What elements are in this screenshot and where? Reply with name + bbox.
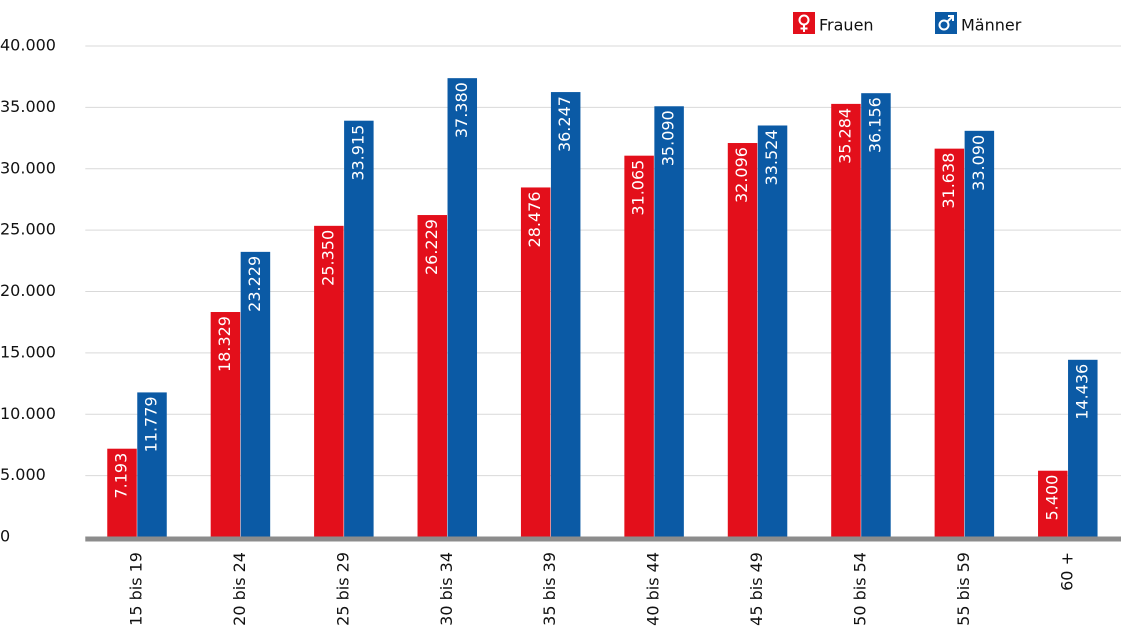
legend-icon	[938, 19, 950, 31]
bar	[137, 392, 167, 537]
value-label: 14.436	[1072, 364, 1091, 420]
value-label: 23.229	[245, 256, 264, 312]
y-tick-label: 20.000	[0, 281, 56, 300]
value-label: 35.284	[835, 108, 854, 164]
bar	[727, 143, 758, 537]
bar	[417, 215, 448, 537]
bar	[1068, 359, 1098, 537]
bar	[1038, 470, 1068, 537]
value-label: 33.915	[348, 125, 367, 181]
value-label: 18.329	[215, 316, 234, 372]
x-tick-label: 40 bis 44	[644, 552, 663, 626]
bar	[447, 78, 478, 538]
legend-swatch	[793, 12, 815, 34]
y-tick-label: 10.000	[0, 404, 56, 423]
bar	[550, 92, 581, 537]
bar	[757, 125, 788, 538]
bar	[654, 106, 684, 537]
value-label: 32.096	[732, 147, 751, 203]
bar	[964, 130, 995, 537]
value-label: 11.779	[142, 396, 161, 452]
legend-icon	[948, 15, 954, 21]
value-label: 31.065	[629, 160, 648, 216]
y-tick-label: 30.000	[0, 158, 56, 177]
value-label: 28.476	[525, 191, 544, 247]
bar	[934, 148, 965, 537]
x-tick-label: 35 bis 39	[540, 552, 559, 626]
value-label: 35.090	[659, 110, 678, 166]
bar	[107, 448, 137, 537]
x-tick-label: 25 bis 29	[333, 552, 352, 626]
x-tick-label: 30 bis 34	[437, 552, 456, 626]
value-label: 33.524	[762, 129, 781, 185]
bar	[624, 155, 654, 537]
bar	[314, 225, 344, 538]
value-label: 25.350	[318, 230, 337, 286]
bar	[240, 251, 271, 538]
y-tick-label: 35.000	[0, 97, 56, 116]
bar	[520, 187, 551, 538]
value-label: 33.090	[969, 135, 988, 191]
bar	[861, 93, 891, 538]
bar	[210, 312, 241, 537]
y-tick-label: 40.000	[0, 36, 56, 55]
value-label: 26.229	[422, 219, 441, 275]
value-label: 36.156	[865, 97, 884, 153]
bar	[344, 120, 374, 538]
x-tick-label: 20 bis 24	[230, 552, 249, 626]
x-tick-label: 15 bis 19	[127, 552, 146, 626]
y-tick-label: 0	[0, 527, 10, 546]
x-tick-label: 55 bis 59	[954, 552, 973, 626]
x-tick-label: 60 +	[1057, 552, 1076, 591]
y-tick-label: 5.000	[0, 465, 46, 484]
value-label: 5.400	[1042, 475, 1061, 521]
bar	[831, 103, 861, 537]
y-tick-label: 25.000	[0, 220, 56, 239]
value-label: 36.247	[555, 96, 574, 152]
value-label: 31.638	[939, 153, 958, 209]
x-tick-label: 50 bis 54	[850, 552, 869, 626]
value-label: 7.193	[112, 453, 131, 499]
value-label: 37.380	[452, 82, 471, 138]
legend-label: Frauen	[819, 16, 874, 35]
y-tick-label: 15.000	[0, 342, 56, 361]
legend-label: Männer	[961, 16, 1022, 35]
x-tick-label: 45 bis 49	[747, 552, 766, 626]
